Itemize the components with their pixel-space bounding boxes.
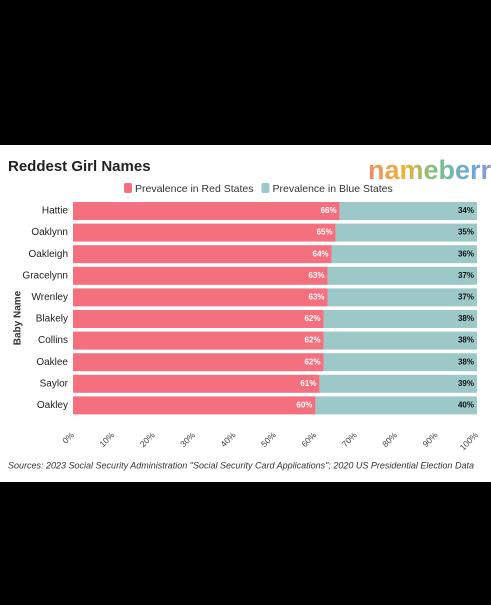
- bar-segment: [73, 266, 328, 285]
- value-label: 64%: [313, 249, 329, 258]
- y-tick-label: Hattie: [42, 206, 69, 217]
- bar-segment: [327, 288, 477, 307]
- value-label: 63%: [309, 293, 325, 302]
- value-label: 36%: [458, 249, 474, 258]
- value-label: 35%: [458, 228, 474, 237]
- bar-segment: [335, 223, 477, 242]
- bar-segment: [73, 353, 324, 372]
- bar-segment: [327, 266, 477, 285]
- y-tick-label: Saylor: [40, 378, 69, 389]
- y-tick-label: Blakely: [36, 314, 68, 325]
- value-label: 40%: [458, 401, 474, 410]
- y-tick-label: Oaklee: [36, 357, 68, 368]
- value-label: 39%: [458, 379, 474, 388]
- bar-segment: [315, 396, 477, 415]
- legend-swatch: [261, 183, 270, 193]
- bar-segment: [73, 374, 320, 393]
- bar-segment: [73, 331, 324, 350]
- source: Sources: 2023 Social Security Administra…: [8, 460, 474, 470]
- bar-segment: [323, 310, 477, 328]
- bar-segment: [73, 310, 324, 328]
- legend-label: Prevalence in Red States: [135, 183, 253, 195]
- y-tick-label: Oaklynn: [31, 227, 68, 238]
- bar-segment: [339, 202, 477, 220]
- legend-label: Prevalence in Blue States: [272, 183, 392, 195]
- bar-segment: [319, 374, 477, 393]
- logo: nameberry: [368, 155, 491, 185]
- bar-segment: [73, 223, 336, 242]
- bar-segment: [73, 245, 332, 264]
- value-label: 63%: [309, 271, 325, 280]
- bar-segment: [323, 353, 477, 372]
- value-label: 66%: [321, 206, 337, 215]
- legend-swatch: [124, 183, 132, 193]
- bar-segment: [331, 245, 477, 264]
- chart-title: Reddest Girl Names: [8, 158, 151, 175]
- value-label: 62%: [304, 336, 320, 345]
- value-label: 65%: [317, 228, 333, 237]
- value-label: 62%: [304, 357, 320, 366]
- value-label: 37%: [458, 271, 474, 280]
- y-axis-label: Baby Name: [13, 290, 24, 345]
- value-label: 61%: [300, 379, 316, 388]
- y-tick-label: Gracelynn: [22, 270, 68, 281]
- y-tick-label: Oakleigh: [29, 249, 68, 260]
- y-tick-label: Collins: [38, 335, 68, 346]
- value-label: 37%: [458, 293, 474, 302]
- value-label: 62%: [304, 314, 320, 323]
- value-label: 38%: [458, 357, 474, 366]
- value-label: 60%: [296, 401, 312, 410]
- bar-segment: [73, 202, 340, 220]
- value-label: 38%: [458, 336, 474, 345]
- bar-segment: [73, 396, 316, 415]
- y-tick-label: Oakley: [37, 400, 68, 411]
- y-tick-label: Wrenley: [32, 292, 69, 303]
- bar-segment: [73, 288, 328, 307]
- value-label: 34%: [458, 206, 474, 215]
- value-label: 38%: [458, 314, 474, 323]
- bar-segment: [323, 331, 477, 350]
